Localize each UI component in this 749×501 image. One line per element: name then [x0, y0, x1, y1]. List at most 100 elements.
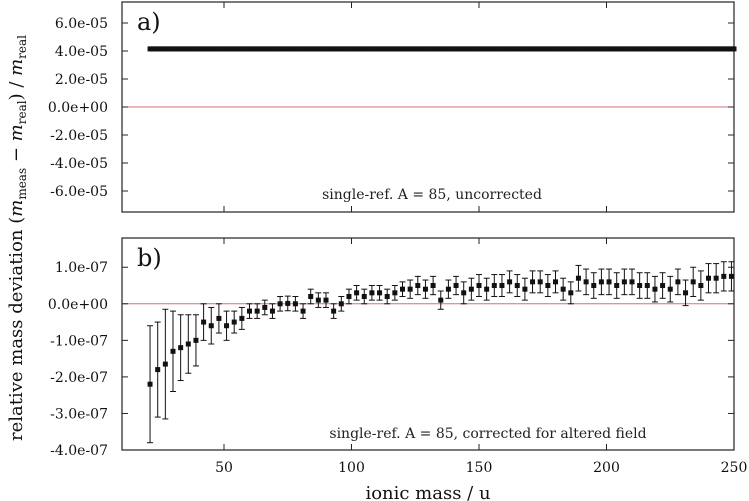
panel-a-data-point	[535, 46, 541, 52]
panel-a-data-point	[481, 46, 487, 52]
panel-a-data-point	[604, 46, 609, 52]
panel-a-data-point	[451, 46, 456, 52]
panel-a-data-point	[198, 46, 204, 52]
y-axis-label-text: relative mass deviation	[6, 229, 27, 441]
panel-a-ytick-label: 2.0e-05	[55, 72, 108, 88]
panel-a-data-point	[616, 46, 622, 52]
panel-b-data-point	[392, 290, 398, 296]
panel-a-data-point	[611, 46, 617, 52]
panel-a-data-point	[150, 46, 156, 52]
panel-a-data-point	[190, 46, 196, 52]
panel-b-data-point	[522, 286, 528, 292]
panel-b-data-point	[323, 297, 329, 303]
x-tick-label: 200	[593, 460, 620, 476]
panel-a-data-point	[435, 46, 441, 52]
panel-a-data-point	[512, 46, 518, 52]
panel-a-data-point	[619, 46, 625, 52]
panel-a-data-point	[708, 46, 714, 52]
panel-a-data-point	[471, 46, 477, 52]
panel-a-data-point	[433, 46, 439, 52]
panel-b-data-point	[637, 283, 643, 289]
panel-a-data-point	[540, 46, 546, 52]
panel-b-data-point	[185, 341, 191, 347]
panel-a-data-point	[226, 46, 232, 52]
panel-a-ytick-label: -2.0e-05	[50, 128, 108, 144]
panel-a-data-point	[652, 46, 658, 52]
panel-b-data-point	[231, 319, 237, 325]
panel-a-data-point	[502, 46, 507, 52]
panel-a-data-point	[532, 46, 538, 52]
panel-b-data-point	[614, 283, 620, 289]
panel-b-data-point	[162, 361, 168, 367]
panel-b-data-point	[422, 286, 428, 292]
panel-a-data-point	[583, 46, 589, 52]
panel-a-data-point	[670, 46, 676, 52]
panel-a-data-point	[229, 46, 235, 52]
panel-a-data-point	[499, 46, 505, 52]
panel-a-data-point	[675, 46, 681, 52]
panel-b-data-point	[331, 308, 337, 314]
panel-a-data-point	[211, 46, 217, 52]
panel-a-data-point	[660, 46, 666, 52]
panel-b-data-point	[269, 308, 275, 314]
panel-a-data-point	[254, 46, 260, 52]
panel-a-data-point	[486, 46, 492, 52]
panel-a-data-point	[649, 46, 655, 52]
panel-a-data-point	[537, 46, 543, 52]
panel-a-y-ticks: 6.0e-05 4.0e-05 2.0e-05 0.0e+00 -2.0e-05 -4.0…	[48, 2, 735, 212]
panel-a-data-point	[711, 46, 717, 52]
svg-text:relative mass deviation: relative mass deviation (mmeas − mreal) …	[6, 35, 29, 441]
panel-a-data-point	[667, 46, 673, 52]
panel-a-data-point	[575, 46, 581, 52]
panel-b-data-point	[499, 283, 505, 289]
panel-a-data-point	[331, 46, 337, 52]
x-axis-label: ionic mass / u	[365, 483, 490, 501]
panel-b-data-point	[315, 297, 321, 303]
panel-a-data-point	[193, 46, 199, 52]
panel-a-data-point	[438, 46, 444, 52]
panel-b-data-point	[354, 290, 360, 296]
panel-b-data-point	[545, 283, 551, 289]
panel-b-data-point	[598, 279, 604, 285]
panel-a-data-point	[244, 46, 250, 52]
panel-b-data-point	[507, 279, 513, 285]
panel-a-data-point	[188, 46, 194, 52]
panel-b-data-point	[514, 283, 520, 289]
panel-a-data-point	[374, 46, 380, 52]
panel-a-data-point	[545, 46, 551, 52]
panel-a-data-point	[216, 46, 222, 52]
panel-a-data-point	[305, 46, 311, 52]
panel-a-data-point	[568, 46, 574, 52]
panel-a-data-point	[601, 46, 607, 52]
panel-a-data-point	[494, 46, 500, 52]
panel-a-data-point	[621, 46, 627, 52]
panel-b-data-point	[369, 290, 375, 296]
panel-a-data-point	[555, 46, 561, 52]
panel-a-data-point	[341, 46, 347, 52]
panel-a-data-point	[178, 46, 184, 52]
panel-a-data-point	[593, 46, 599, 52]
panel-a-data-point	[310, 46, 316, 52]
panel-b-data-point	[400, 286, 405, 292]
panel-a-data-point	[468, 46, 474, 52]
panel-b-ytick-label: -2.0e-07	[50, 370, 108, 386]
panel-a-data-point	[560, 46, 566, 52]
panel-a-data-point	[695, 46, 701, 52]
panel-a-data-point	[581, 46, 587, 52]
panel-a-data-point	[275, 46, 281, 52]
panel-a-data-point	[147, 46, 153, 52]
panel-a-data-point	[402, 46, 408, 52]
panel-b-data-point	[652, 286, 658, 292]
panel-a-ytick-label: -4.0e-05	[50, 156, 108, 172]
panel-a-data-point	[287, 46, 293, 52]
panel-a-data-point	[323, 46, 329, 52]
panel-a-data-point	[392, 46, 398, 52]
panel-b-data-point	[155, 367, 161, 373]
panel-b-data-point	[575, 275, 581, 281]
panel-a-data-point	[496, 46, 502, 52]
panel-b-data-point	[713, 275, 719, 281]
panel-a-data-point	[542, 46, 548, 52]
panel-b-data-point	[728, 273, 734, 279]
panel-b-data-point	[675, 279, 681, 285]
panel-a-data-point	[657, 46, 663, 52]
